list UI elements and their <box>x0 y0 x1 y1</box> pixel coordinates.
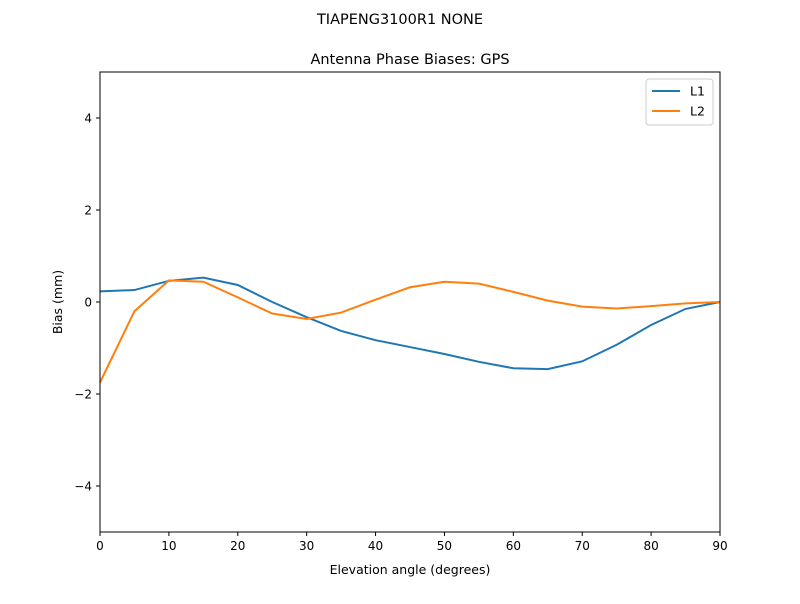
axes-frame <box>99 71 721 533</box>
x-tick-label: 20 <box>230 539 245 553</box>
chart-title: Antenna Phase Biases: GPS <box>310 52 509 68</box>
y-tick-label: 4 <box>84 112 92 126</box>
y-tick-label: −2 <box>74 388 92 402</box>
x-tick-label: 0 <box>96 539 104 553</box>
x-tick-label: 40 <box>368 539 383 553</box>
x-tick-label: 50 <box>437 539 452 553</box>
x-tick-label: 10 <box>161 539 176 553</box>
y-tick-label: 2 <box>84 204 92 218</box>
x-axis-label: Elevation angle (degrees) <box>330 562 491 577</box>
series-line-L1 <box>99 276 721 371</box>
y-tick-label: 0 <box>84 296 92 310</box>
legend-entry: L2 <box>690 104 705 119</box>
x-tick-label: 60 <box>506 539 521 553</box>
x-tick-label: 30 <box>299 539 314 553</box>
x-tick-label: 80 <box>643 539 658 553</box>
y-tick-label: −4 <box>74 480 92 494</box>
legend-entry: L1 <box>690 84 705 99</box>
x-tick-label: 70 <box>575 539 590 553</box>
series-line-L2 <box>99 279 721 383</box>
y-axis-label: Bias (mm) <box>50 270 65 334</box>
x-tick-label: 90 <box>712 539 727 553</box>
chart-suptitle: TIAPENG3100R1 NONE <box>316 12 483 28</box>
